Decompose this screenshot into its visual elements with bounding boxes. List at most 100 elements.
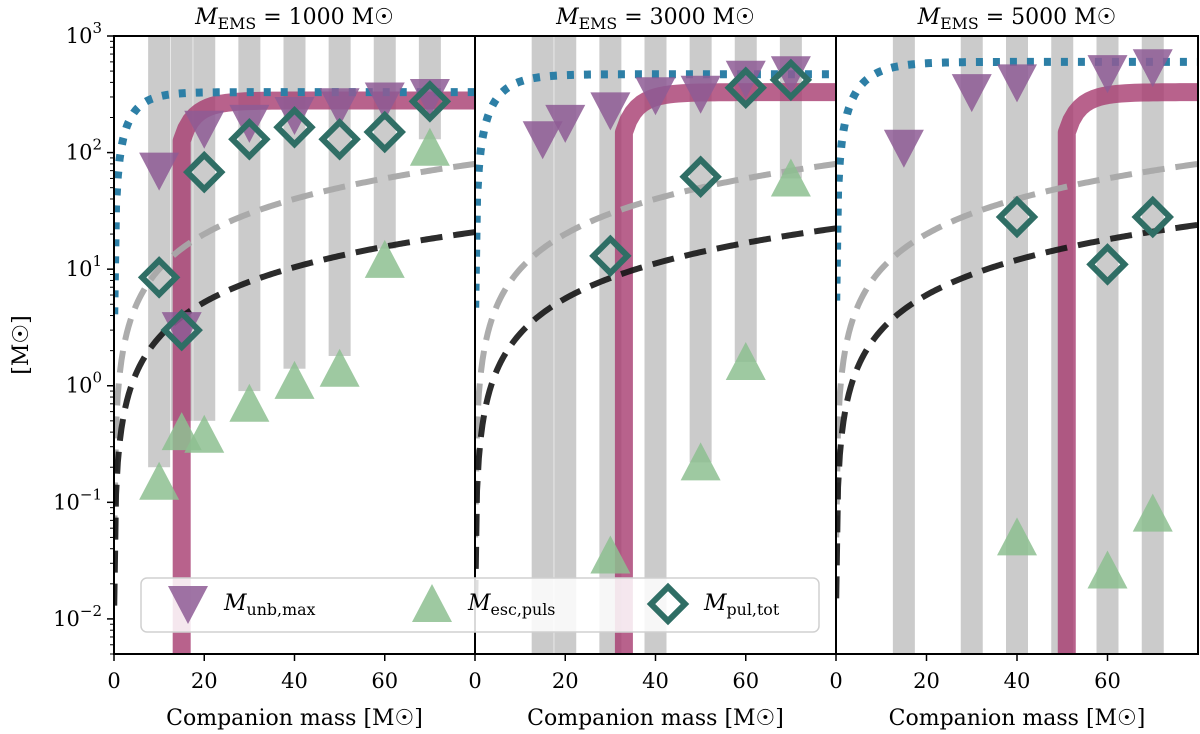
marker-pul	[363, 110, 406, 154]
marker-unb	[770, 56, 811, 95]
marker-pul	[769, 58, 813, 102]
marker-esc	[364, 239, 405, 278]
legend-label-pul: Mpul,tot	[703, 591, 780, 619]
range-band	[148, 36, 171, 468]
y-tick-label: 10−2	[53, 602, 102, 631]
range-band	[1006, 36, 1028, 654]
panel-title: MEMS = 1000 M☉	[194, 5, 394, 33]
y-tick-label: 10−1	[53, 485, 102, 514]
x-tick-label: 40	[1004, 669, 1031, 693]
marker-esc	[409, 127, 450, 166]
plot-area	[475, 36, 836, 654]
marker-esc	[590, 535, 631, 574]
marker-pul	[137, 256, 181, 299]
marker-unb	[274, 97, 315, 136]
marker-unb	[545, 104, 586, 143]
legend-label-unb: Munb,max	[223, 591, 316, 619]
x-tick-label: 20	[191, 669, 218, 693]
marker-esc	[770, 158, 811, 197]
x-tick-label: 20	[552, 669, 579, 693]
range-band	[892, 36, 915, 654]
marker-esc	[1087, 550, 1128, 589]
legend: Munb,max Mesc,puls Mpul,tot	[140, 577, 820, 633]
panel-1: 0 20 40 60 Companion mass [M☉] MEMS = 1000 M☉…	[53, 5, 476, 731]
marker-esc	[1132, 493, 1173, 532]
marker-unb	[680, 75, 721, 114]
range-band	[531, 36, 554, 654]
threshold-curve	[1057, 83, 1198, 654]
marker-unb	[635, 77, 676, 116]
panel-3: 0 20 40 60 Companion mass [M☉] MEMS = 5000 M☉	[829, 5, 1199, 731]
dashed-curve-dark	[836, 221, 1198, 599]
marker-unb	[184, 110, 225, 149]
marker-esc	[229, 383, 270, 422]
marker-pul	[160, 308, 203, 352]
x-tick-label: 40	[642, 669, 669, 693]
marker-pul	[1131, 195, 1174, 239]
marker-esc	[139, 461, 180, 500]
marker-esc	[319, 348, 360, 387]
y-tick-label: 102	[66, 136, 102, 165]
marker-esc	[725, 341, 766, 380]
x-tick-label: 60	[1094, 669, 1121, 693]
panel-title: MEMS = 3000 M☉	[555, 5, 755, 33]
marker-unb	[883, 129, 924, 168]
x-axis-label: Companion mass [M☉]	[889, 706, 1146, 731]
x-axis-label: Companion mass [M☉]	[527, 706, 784, 731]
range-band	[554, 36, 577, 654]
marker-pul	[679, 155, 722, 199]
range-band	[1141, 36, 1164, 654]
dotted-curve	[836, 57, 1198, 301]
legend-box	[140, 577, 820, 633]
x-tick-label: 0	[829, 669, 842, 693]
marker-unb	[364, 82, 405, 121]
marker-unb	[139, 152, 180, 191]
marker-unb	[522, 121, 563, 160]
dashed-curve-light	[475, 160, 836, 538]
marker-unb	[1087, 55, 1128, 94]
range-band	[283, 36, 306, 369]
range-band	[328, 36, 351, 356]
legend-marker-pul	[646, 582, 690, 626]
x-tick-label: 40	[281, 669, 308, 693]
marker-unb	[590, 92, 631, 131]
x-tick-label: 60	[371, 669, 398, 693]
range-band	[734, 36, 757, 362]
range-band	[644, 36, 667, 654]
panel-2: 0 20 40 60 Companion mass [M☉] MEMS = 3000 M☉	[468, 5, 837, 731]
marker-pul	[408, 80, 452, 123]
marker-pul	[183, 150, 226, 194]
marker-pul	[589, 234, 632, 278]
marker-pul	[273, 105, 316, 149]
panel-title: MEMS = 5000 M☉	[917, 5, 1117, 33]
x-tick-label: 20	[913, 669, 940, 693]
plot-area	[114, 36, 475, 654]
plot-area	[836, 36, 1198, 654]
marker-unb	[997, 64, 1037, 103]
dashed-curve-dark	[475, 225, 836, 602]
dashed-curve-light	[114, 160, 475, 538]
range-band	[1096, 36, 1119, 654]
y-axis-label: [M☉]	[9, 315, 34, 374]
marker-pul	[995, 195, 1039, 239]
x-axis-label: Companion mass [M☉]	[166, 706, 423, 731]
y-tick-label: 103	[66, 19, 102, 48]
marker-pul	[724, 66, 767, 109]
x-tick-label: 0	[468, 669, 481, 693]
marker-unb	[1132, 49, 1173, 88]
marker-unb	[725, 60, 766, 99]
marker-esc	[274, 360, 315, 399]
marker-esc	[184, 414, 225, 453]
y-tick-label: 100	[66, 369, 102, 398]
marker-esc	[997, 517, 1037, 556]
marker-pul	[318, 118, 361, 161]
marker-pul	[1086, 243, 1129, 286]
legend-marker-esc	[412, 584, 452, 622]
marker-unb	[319, 88, 360, 127]
marker-unb	[951, 74, 992, 113]
range-band	[960, 36, 983, 654]
legend-label-esc: Mesc,puls	[467, 591, 555, 619]
y-tick-label: 101	[66, 252, 102, 281]
